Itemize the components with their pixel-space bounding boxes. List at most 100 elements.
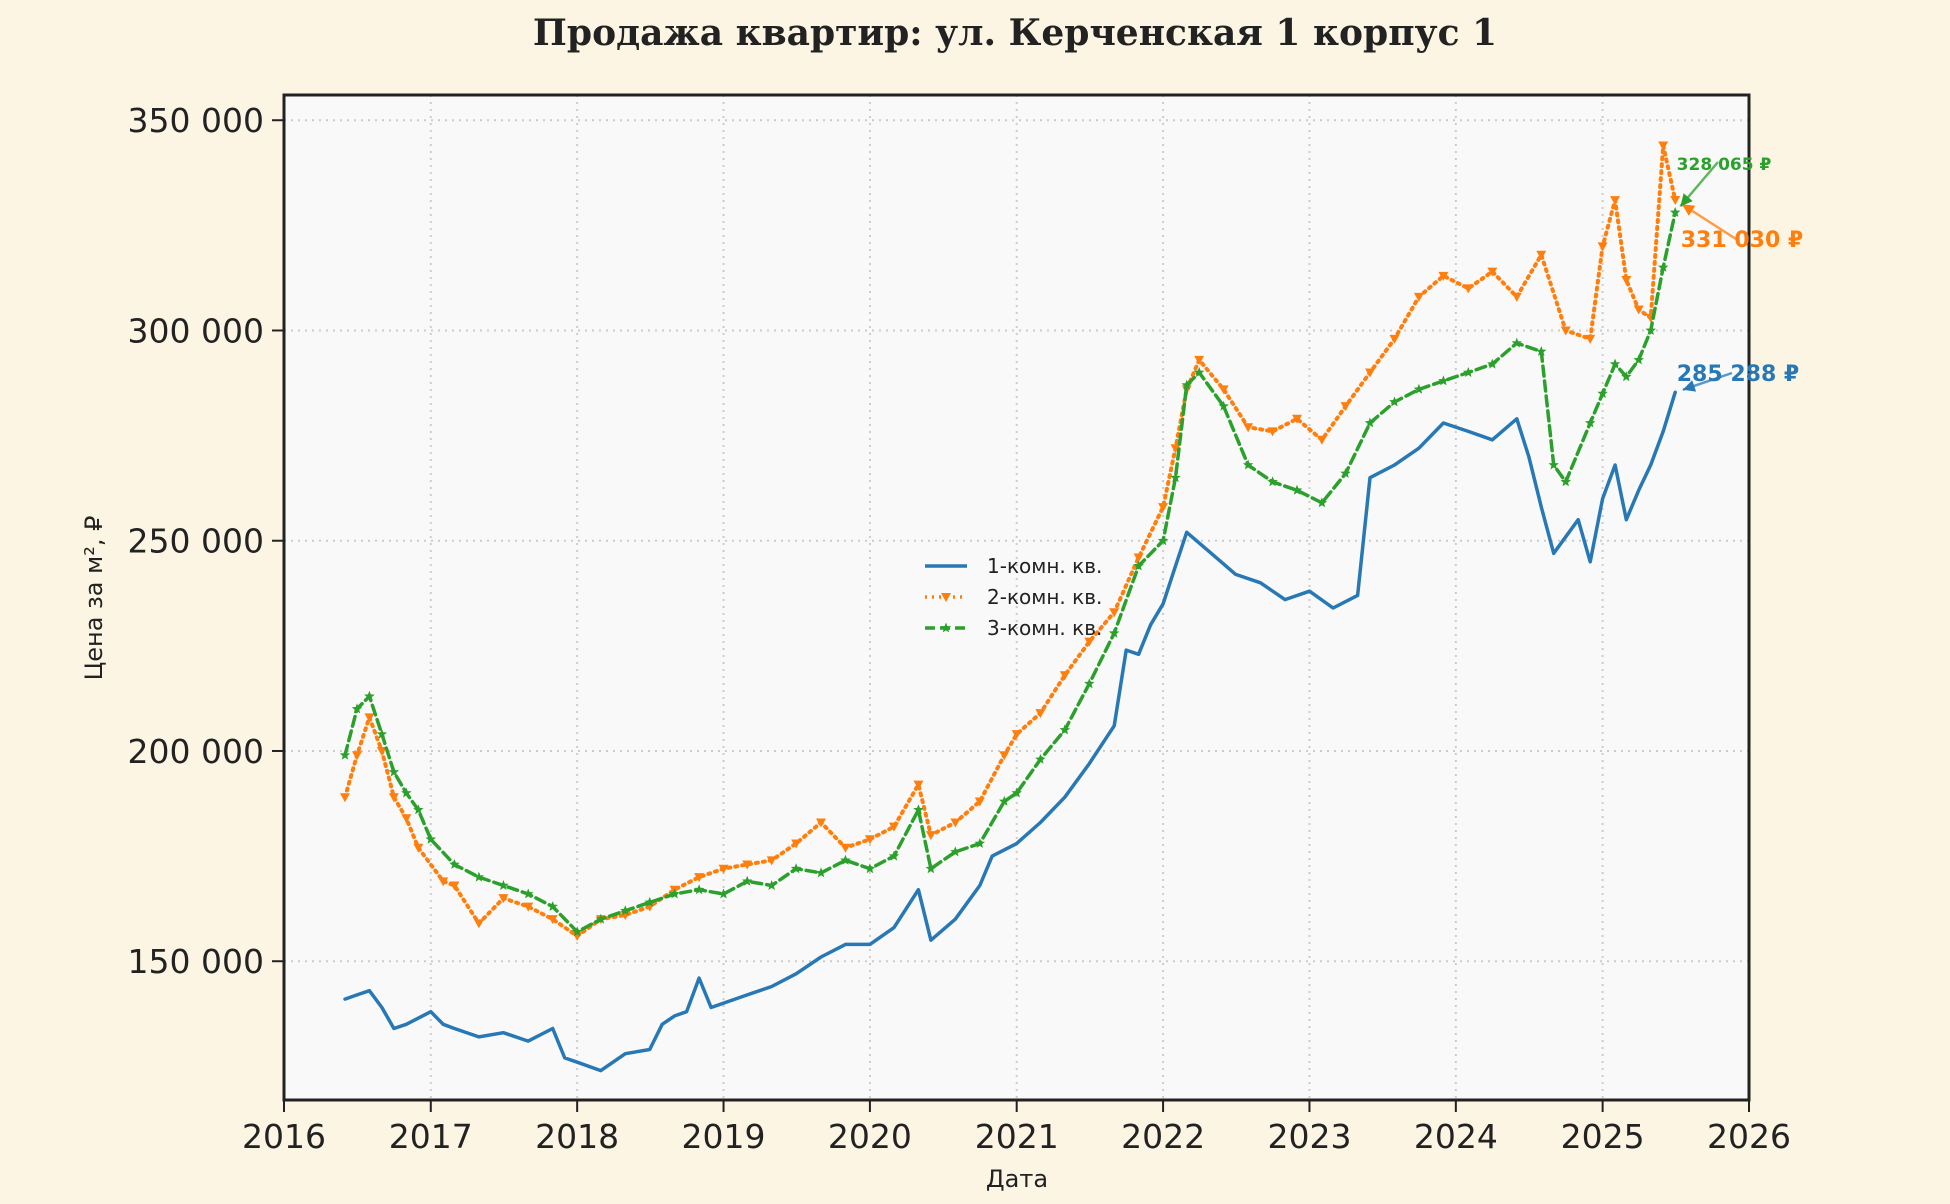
- data-point-marker: [950, 818, 961, 828]
- data-point-marker: [1438, 375, 1449, 386]
- data-point-marker: [1194, 355, 1205, 365]
- data-point-marker: [1242, 459, 1254, 470]
- x-tick-label: 2026: [1707, 1117, 1791, 1156]
- data-point-marker: [351, 751, 362, 761]
- data-point-marker: [1292, 414, 1303, 424]
- data-point-marker: [888, 822, 899, 832]
- data-point-marker: [1035, 709, 1046, 719]
- data-point-marker: [791, 839, 802, 849]
- legend-label: 3-комн. кв.: [987, 616, 1102, 640]
- y-tick-label: 150 000: [128, 942, 264, 981]
- data-point-marker: [1413, 292, 1424, 302]
- data-point-marker: [1109, 608, 1120, 618]
- x-tick-label: 2025: [1561, 1117, 1645, 1156]
- data-point-marker: [1645, 325, 1656, 335]
- series-layer: [339, 141, 1681, 1073]
- data-point-marker: [1170, 444, 1181, 454]
- data-point-marker: [1365, 368, 1376, 378]
- data-point-marker: [940, 622, 952, 633]
- x-tick-label: 2022: [1121, 1117, 1205, 1156]
- data-point-marker: [1633, 354, 1644, 365]
- data-point-marker: [1133, 560, 1144, 571]
- legend-label: 2-комн. кв.: [987, 585, 1102, 609]
- data-point-marker: [815, 867, 827, 878]
- y-axis: 150 000 200 000 250 000 300 000 350 000: [128, 101, 284, 981]
- chart-title: Продажа квартир: ул. Керченская 1 корпус…: [533, 12, 1497, 54]
- data-point-marker: [718, 864, 729, 874]
- data-point-marker: [1560, 476, 1571, 487]
- data-point-marker: [1170, 472, 1181, 483]
- data-point-marker: [840, 854, 851, 865]
- annotations: 285 288 ₽ 331 030 ₽ 328 065 ₽: [1677, 155, 1803, 392]
- data-point-marker: [888, 850, 900, 861]
- data-point-marker: [571, 926, 583, 937]
- data-point-marker: [1340, 402, 1351, 412]
- data-point-marker: [425, 833, 436, 844]
- data-point-marker: [1621, 371, 1632, 382]
- data-point-marker: [1560, 326, 1571, 336]
- data-point-marker: [718, 888, 729, 899]
- data-point-marker: [925, 863, 937, 874]
- legend-label: 1-комн. кв.: [987, 554, 1102, 578]
- data-point-marker: [1633, 305, 1644, 315]
- data-point-marker: [1389, 334, 1400, 344]
- data-point-marker: [1218, 385, 1229, 395]
- plot-area: [284, 95, 1749, 1100]
- data-point-marker: [1133, 553, 1144, 563]
- data-point-marker: [1035, 753, 1046, 764]
- data-point-marker: [815, 818, 826, 828]
- data-point-marker: [1181, 379, 1192, 390]
- data-point-marker: [339, 749, 351, 760]
- data-point-marker: [693, 884, 705, 895]
- y-tick-label: 250 000: [128, 522, 264, 561]
- data-point-marker: [376, 746, 387, 756]
- data-point-marker: [1364, 417, 1376, 428]
- data-point-marker: [974, 797, 985, 807]
- x-tick-label: 2020: [828, 1117, 912, 1156]
- series-line: [343, 390, 1677, 1073]
- data-point-marker: [999, 795, 1010, 806]
- data-point-marker: [449, 881, 460, 891]
- x-tick-label: 2016: [242, 1117, 326, 1156]
- data-point-marker: [1597, 388, 1608, 398]
- data-point-marker: [1158, 503, 1169, 513]
- data-point-marker: [1621, 276, 1632, 286]
- data-point-marker: [1511, 292, 1522, 302]
- data-point-marker: [1597, 242, 1608, 252]
- data-point-marker: [1193, 367, 1205, 377]
- data-point-marker: [1267, 476, 1278, 487]
- data-point-marker: [1267, 427, 1278, 437]
- data-point-marker: [1463, 367, 1474, 377]
- data-point-marker: [1585, 417, 1596, 428]
- data-point-marker: [498, 894, 509, 904]
- data-point-marker: [1243, 423, 1254, 433]
- data-point-marker: [864, 863, 876, 874]
- data-point-marker: [1536, 346, 1547, 356]
- data-point-marker: [1059, 724, 1071, 735]
- data-point-marker: [864, 835, 875, 845]
- data-point-marker: [1548, 459, 1559, 470]
- data-point-marker: [438, 877, 449, 887]
- data-point-marker: [742, 875, 753, 886]
- data-point-marker: [840, 843, 851, 853]
- x-tick-label: 2019: [682, 1117, 766, 1156]
- data-point-marker: [351, 703, 363, 714]
- data-point-marker: [1463, 284, 1474, 294]
- x-tick-label: 2017: [389, 1117, 473, 1156]
- data-point-marker: [925, 831, 936, 841]
- data-point-marker: [1316, 435, 1327, 445]
- y-tick-label: 300 000: [128, 311, 264, 350]
- data-point-marker: [376, 728, 388, 739]
- data-point-marker: [595, 913, 607, 924]
- data-point-marker: [1536, 250, 1547, 260]
- data-point-marker: [1084, 678, 1095, 689]
- data-point-marker: [974, 838, 985, 848]
- data-point-marker: [1291, 484, 1303, 495]
- x-tick-label: 2018: [535, 1117, 619, 1156]
- x-axis: 2016 2017 2018 2019 2020 2021 2022 2023 2024 2025…: [242, 1100, 1791, 1156]
- data-point-marker: [766, 856, 777, 866]
- y-axis-label: Цена за м², ₽: [80, 516, 108, 681]
- annotation-arrowhead: [1682, 380, 1697, 392]
- series-group: [339, 141, 1681, 942]
